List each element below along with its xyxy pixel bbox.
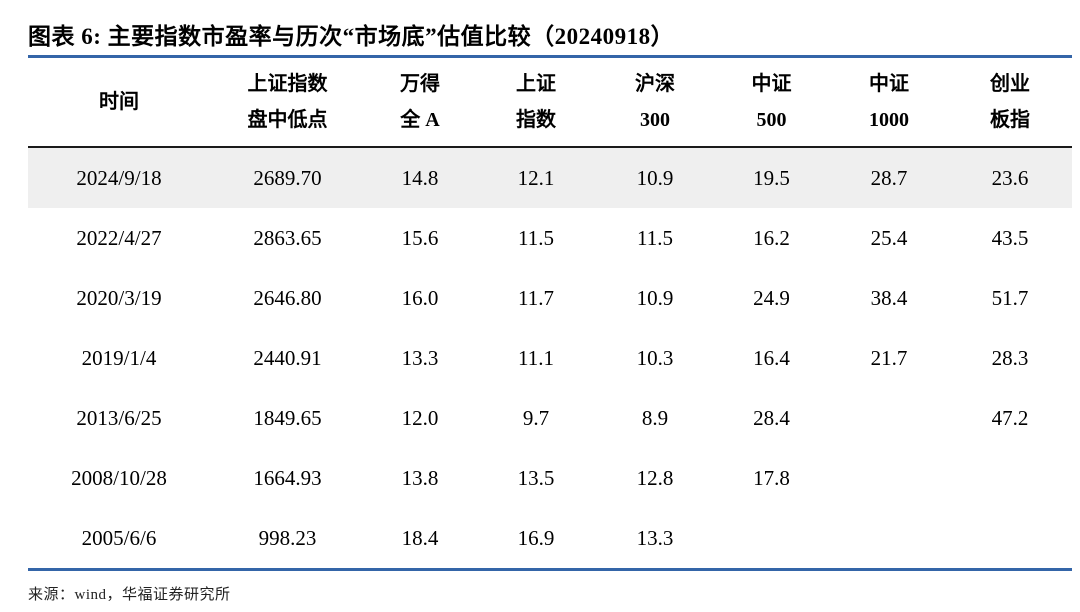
col-header-label: 中证 — [751, 73, 792, 95]
cell-csi300: 10.9 — [636, 285, 674, 310]
col-header-sse-intraday-low: 上证指数 盘中低点 — [210, 58, 365, 148]
cell-csi300: 11.5 — [637, 225, 673, 250]
cell-chinext — [948, 508, 1072, 568]
cell-chinext: 47.2 — [991, 405, 1029, 430]
col-header-label: 中证 — [869, 73, 909, 95]
col-header-label: 创业 — [990, 73, 1030, 95]
cell-sse-index: 11.7 — [518, 285, 554, 310]
cell-chinext: 51.7 — [991, 285, 1029, 310]
col-header-label: 指数 — [516, 109, 556, 131]
cell-wind-all-a: 14.8 — [365, 147, 475, 208]
cell-sse-index: 13.5 — [517, 465, 555, 490]
col-header-label: 板指 — [990, 109, 1030, 131]
cell-wind-all-a: 13.3 — [401, 345, 439, 370]
cell-sse-index: 11.5 — [518, 225, 554, 250]
cell-chinext: 43.5 — [991, 225, 1029, 250]
col-header-label: 万得 — [400, 73, 440, 95]
cell-sse-index: 12.1 — [475, 147, 597, 208]
cell-csi1000: 25.4 — [870, 225, 908, 250]
col-header-label: 盘中低点 — [247, 109, 328, 131]
pe-valuation-table: 时间 上证指数 盘中低点 万得 全 A 上证 指数 沪深 — [28, 58, 1072, 568]
cell-sse-index: 9.7 — [522, 405, 550, 430]
cell-wind-all-a: 18.4 — [401, 525, 439, 550]
col-header-csi1000: 中证 1000 — [830, 58, 948, 148]
col-header-label: 时间 — [99, 91, 139, 113]
figure-content: 图表 6: 主要指数市盈率与历次“市场底”估值比较（20240918） 时间 上… — [28, 0, 1072, 604]
table-row: 2005/6/6 998.23 18.4 16.9 13.3 — [28, 508, 1072, 568]
cell-csi1000 — [830, 508, 948, 568]
table-body: 2024/9/18 2689.70 14.8 12.1 10.9 19.5 28… — [28, 147, 1072, 568]
table-row: 2019/1/4 2440.91 13.3 11.1 10.3 16.4 21.… — [28, 328, 1072, 388]
figure-title-bar: 图表 6: 主要指数市盈率与历次“市场底”估值比较（20240918） — [28, 0, 1072, 58]
cell-csi300: 8.9 — [641, 405, 669, 430]
col-header-wind-all-a: 万得 全 A — [365, 58, 475, 148]
source-note: 来源：wind，华福证券研究所 — [28, 587, 231, 603]
cell-chinext: 23.6 — [948, 147, 1072, 208]
cell-chinext — [948, 448, 1072, 508]
cell-csi300: 10.9 — [597, 147, 713, 208]
cell-csi500: 28.4 — [753, 405, 790, 430]
cell-chinext: 28.3 — [991, 345, 1029, 370]
cell-wind-all-a: 12.0 — [401, 405, 439, 430]
cell-sse-low: 2863.65 — [253, 225, 322, 250]
cell-date: 2020/3/19 — [76, 285, 162, 310]
figure-title: 图表 6: 主要指数市盈率与历次“市场底”估值比较（20240918） — [28, 24, 675, 49]
cell-sse-index: 11.1 — [518, 345, 554, 370]
col-header-label: 上证指数 — [247, 73, 328, 95]
col-header-label: 300 — [640, 109, 670, 131]
cell-csi500: 16.2 — [753, 225, 790, 250]
col-header-csi300: 沪深 300 — [597, 58, 713, 148]
table-bottom-rule — [28, 568, 1072, 571]
cell-csi1000 — [830, 448, 948, 508]
cell-date: 2019/1/4 — [81, 345, 157, 370]
cell-wind-all-a: 16.0 — [401, 285, 439, 310]
col-header-label: 全 A — [400, 109, 440, 131]
cell-csi500: 24.9 — [753, 285, 790, 310]
col-header-sse-index: 上证 指数 — [475, 58, 597, 148]
cell-csi300: 10.3 — [636, 345, 674, 370]
cell-sse-low: 2440.91 — [253, 345, 322, 370]
cell-date: 2013/6/25 — [76, 405, 162, 430]
col-header-label: 上证 — [516, 73, 556, 95]
cell-sse-low: 2689.70 — [210, 147, 365, 208]
table-header: 时间 上证指数 盘中低点 万得 全 A 上证 指数 沪深 — [28, 58, 1072, 148]
cell-csi500: 17.8 — [753, 465, 790, 490]
cell-sse-low: 998.23 — [258, 525, 317, 550]
table-row: 2013/6/25 1849.65 12.0 9.7 8.9 28.4 47.2 — [28, 388, 1072, 448]
table-row: 2008/10/28 1664.93 13.8 13.5 12.8 17.8 — [28, 448, 1072, 508]
cell-wind-all-a: 13.8 — [401, 465, 439, 490]
cell-sse-low: 1664.93 — [253, 465, 322, 490]
table-row: 2024/9/18 2689.70 14.8 12.1 10.9 19.5 28… — [28, 147, 1072, 208]
cell-csi500: 19.5 — [713, 147, 830, 208]
cell-date: 2005/6/6 — [81, 525, 157, 550]
cell-csi1000: 28.7 — [830, 147, 948, 208]
cell-csi1000: 38.4 — [870, 285, 908, 310]
cell-csi300: 13.3 — [636, 525, 674, 550]
cell-csi300: 12.8 — [636, 465, 674, 490]
cell-sse-index: 16.9 — [517, 525, 555, 550]
col-header-chinext: 创业 板指 — [948, 58, 1072, 148]
col-header-time: 时间 — [28, 58, 210, 148]
col-header-label: 500 — [756, 109, 787, 131]
cell-sse-low: 1849.65 — [253, 405, 322, 430]
cell-csi1000 — [830, 388, 948, 448]
cell-csi500: 16.4 — [753, 345, 790, 370]
table-row: 2022/4/27 2863.65 15.6 11.5 11.5 16.2 25… — [28, 208, 1072, 268]
col-header-label: 1000 — [869, 109, 909, 131]
cell-sse-low: 2646.80 — [253, 285, 322, 310]
cell-csi1000: 21.7 — [870, 345, 908, 370]
cell-date: 2022/4/27 — [76, 225, 162, 250]
col-header-csi500: 中证 500 — [713, 58, 830, 148]
cell-date: 2008/10/28 — [71, 465, 167, 490]
cell-csi500 — [713, 508, 830, 568]
cell-date: 2024/9/18 — [28, 147, 210, 208]
cell-wind-all-a: 15.6 — [401, 225, 439, 250]
header-row: 时间 上证指数 盘中低点 万得 全 A 上证 指数 沪深 — [28, 58, 1072, 148]
col-header-label: 沪深 — [635, 73, 675, 95]
table-row: 2020/3/19 2646.80 16.0 11.7 10.9 24.9 38… — [28, 268, 1072, 328]
